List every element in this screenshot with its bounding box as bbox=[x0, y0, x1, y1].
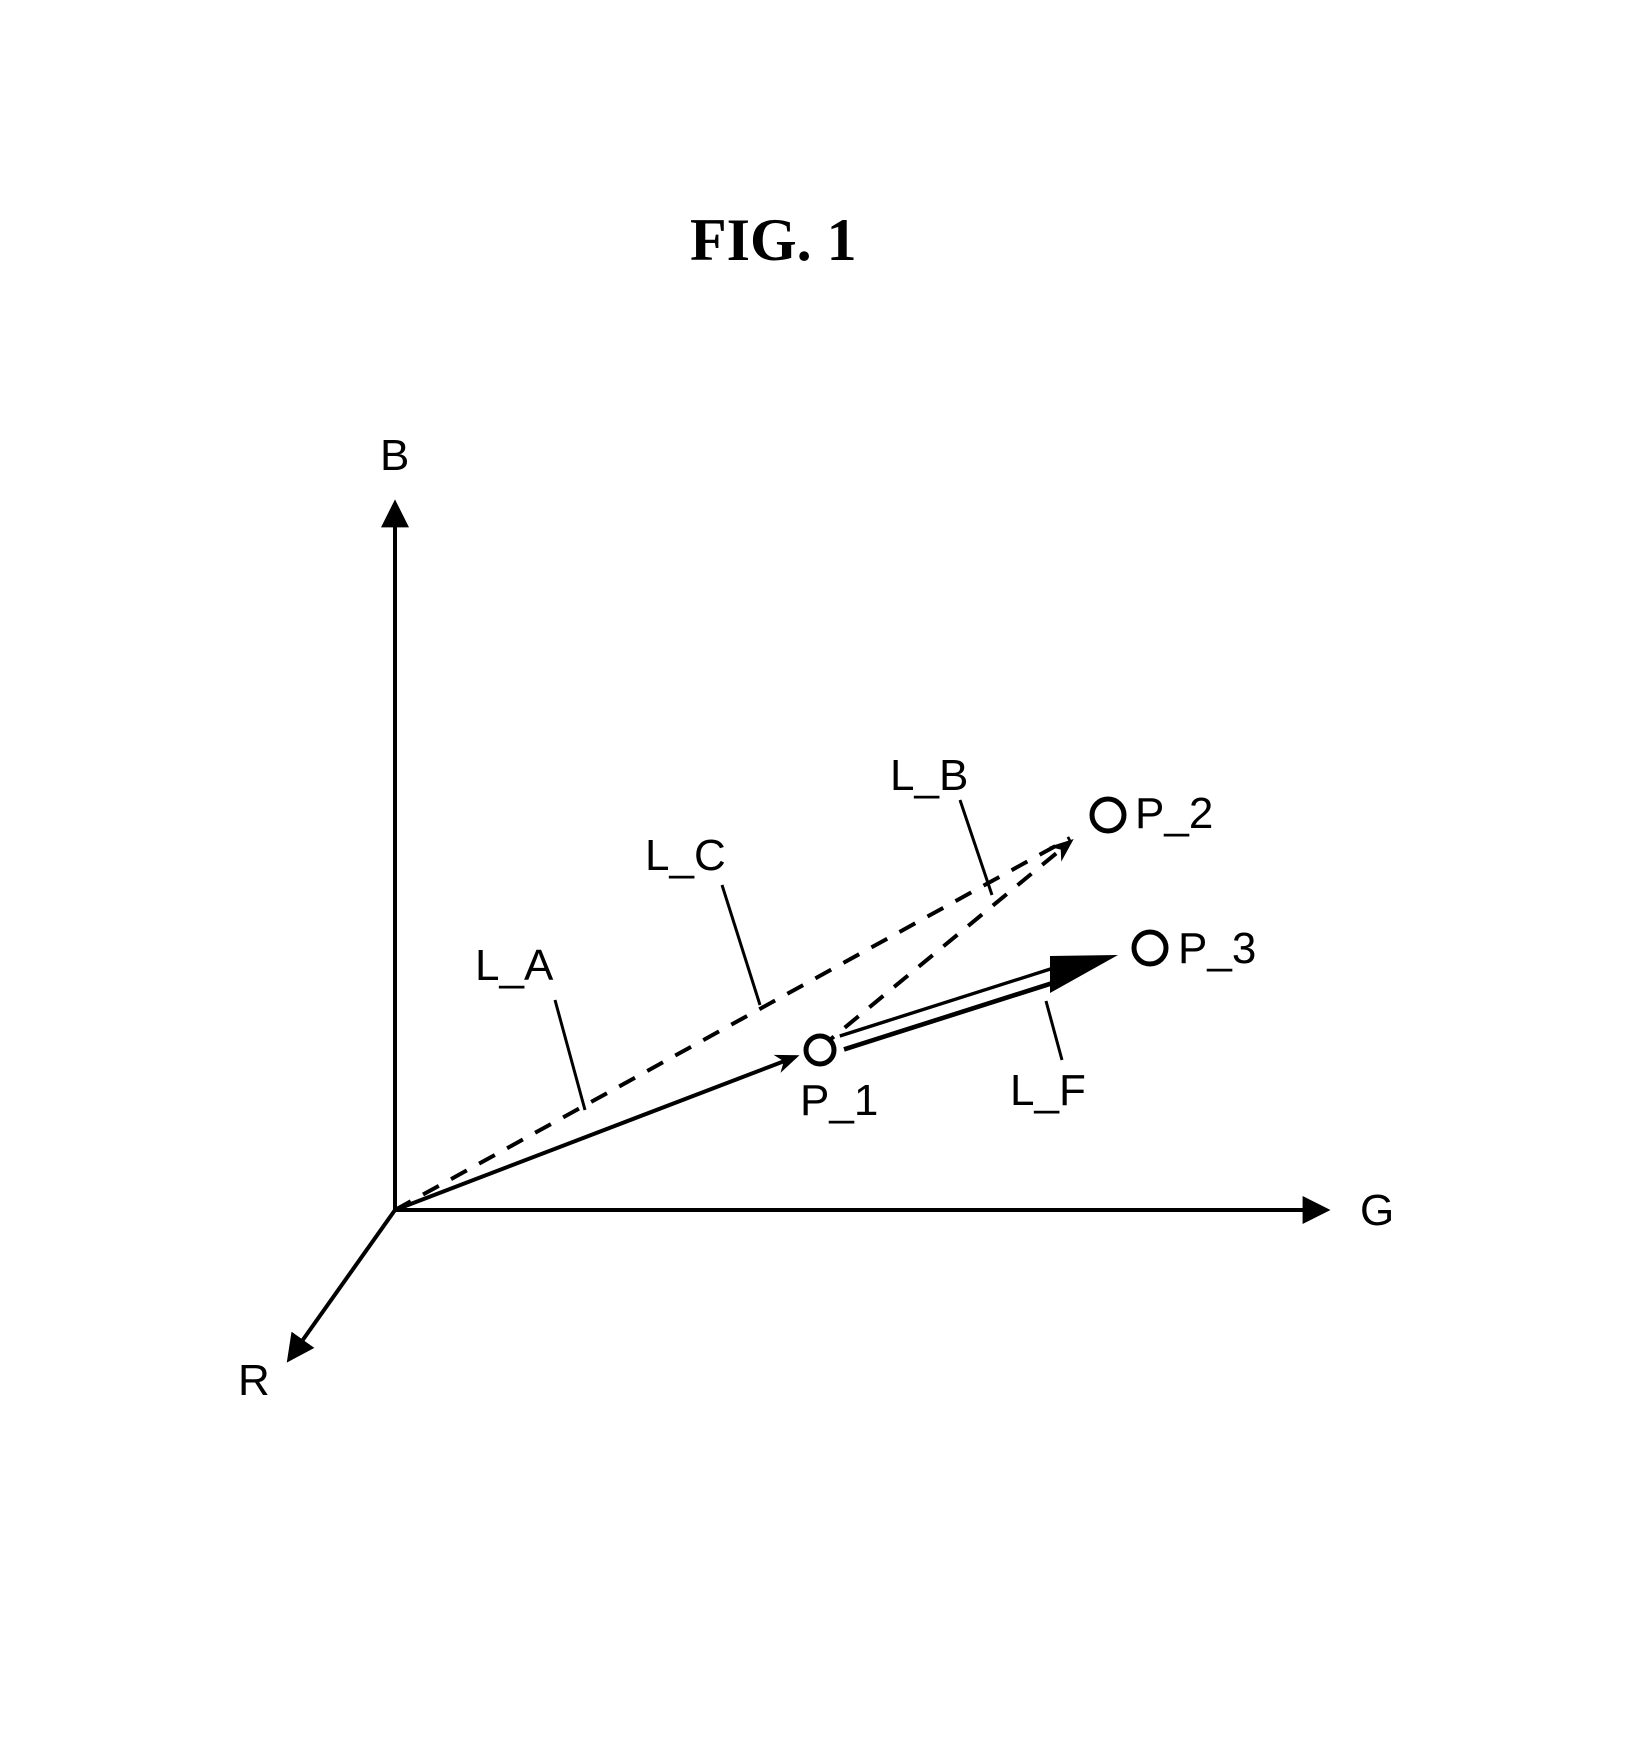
line-lc-label: L_C bbox=[645, 831, 726, 880]
point-p3: P_3 bbox=[1134, 924, 1256, 973]
line-lf-label: L_F bbox=[1010, 1066, 1086, 1115]
point-p2-label: P_2 bbox=[1135, 789, 1213, 838]
axis-b: B bbox=[380, 431, 409, 1210]
line-la: L_A bbox=[395, 941, 795, 1210]
figure-title: FIG. 1 bbox=[690, 207, 857, 273]
point-p1: P_1 bbox=[800, 1036, 878, 1125]
line-la-label: L_A bbox=[475, 941, 554, 990]
diagram-container: FIG. 1 B G R L_C L_A bbox=[0, 0, 1632, 1751]
axis-r: R bbox=[238, 1210, 395, 1405]
diagram-svg: FIG. 1 B G R L_C L_A bbox=[0, 0, 1632, 1751]
point-p1-label: P_1 bbox=[800, 1076, 878, 1125]
point-p2: P_2 bbox=[1092, 789, 1213, 838]
axis-g-label: G bbox=[1360, 1186, 1394, 1235]
axis-b-label: B bbox=[380, 431, 409, 480]
axis-g: G bbox=[395, 1186, 1394, 1235]
axis-r-label: R bbox=[238, 1356, 270, 1405]
point-p3-label: P_3 bbox=[1178, 924, 1256, 973]
line-lf: L_F bbox=[840, 955, 1118, 1115]
line-lc: L_C bbox=[395, 831, 1070, 1210]
line-lb-label: L_B bbox=[890, 751, 968, 800]
